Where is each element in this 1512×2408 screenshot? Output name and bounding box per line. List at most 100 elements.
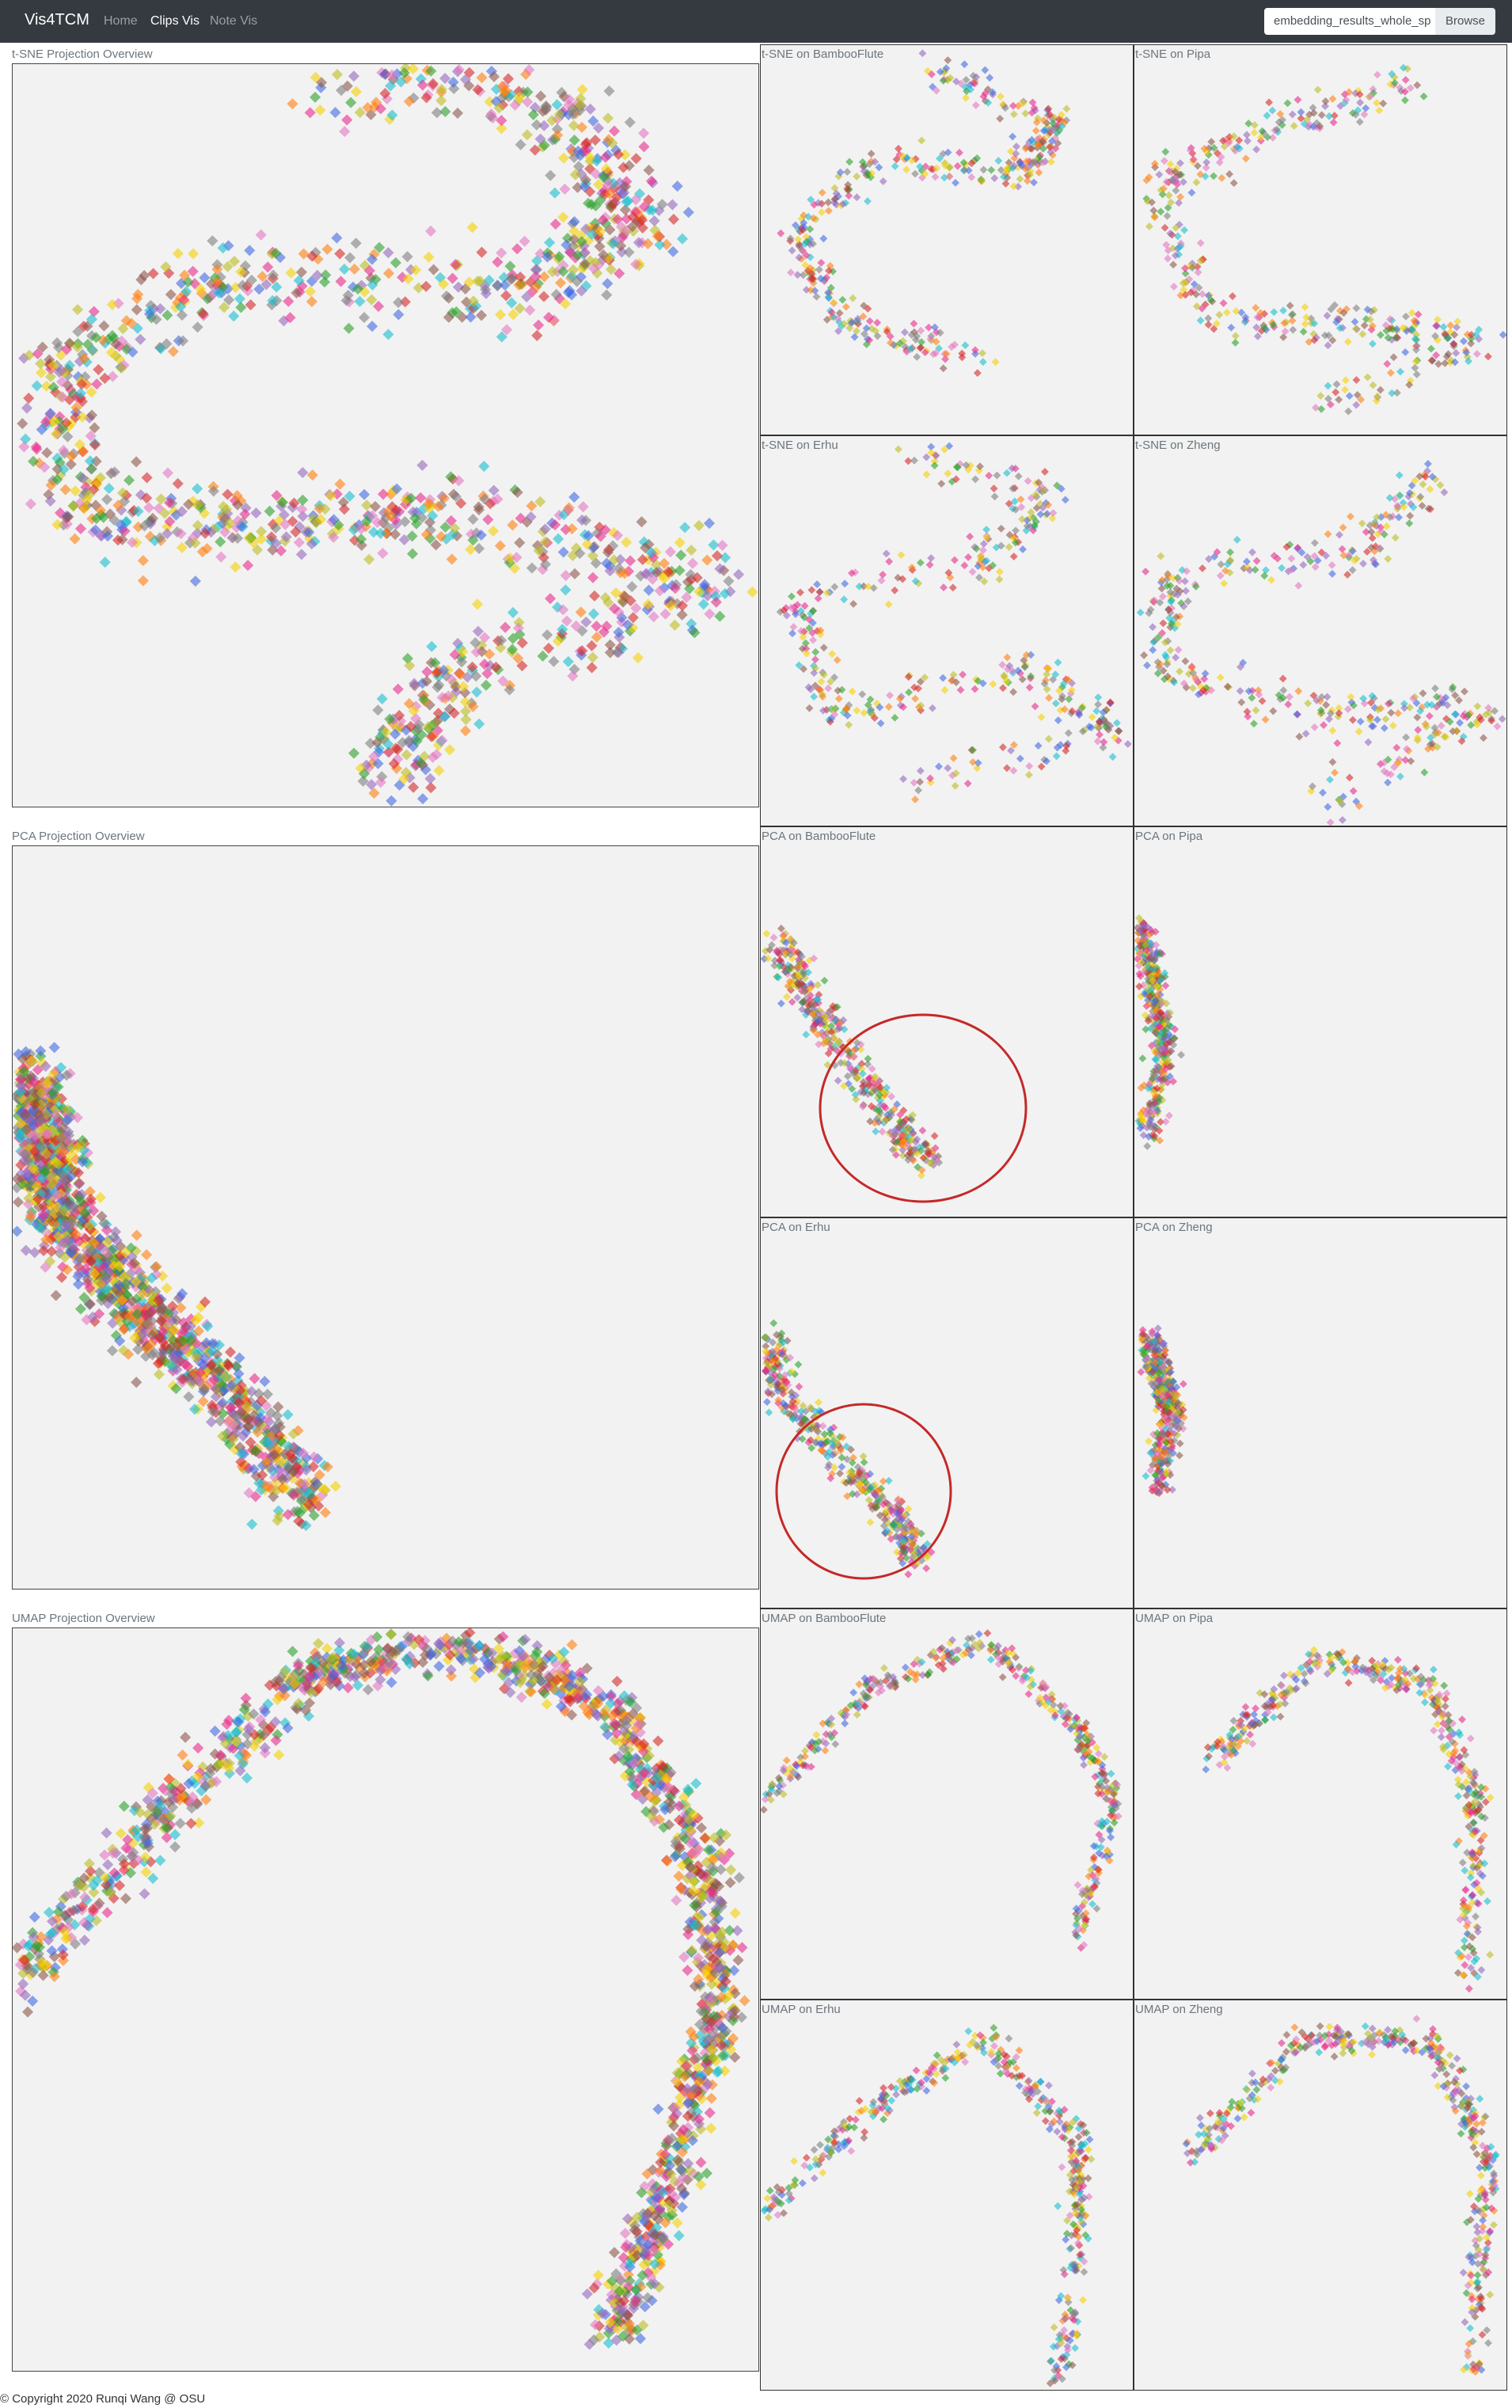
point — [1384, 700, 1392, 708]
point — [1453, 317, 1462, 326]
nav-link[interactable]: Home — [104, 14, 138, 28]
point — [293, 1515, 305, 1527]
point — [530, 264, 541, 275]
point — [252, 544, 264, 556]
file-input[interactable]: embedding_results_whole_sp — [1264, 8, 1440, 35]
point — [788, 629, 796, 638]
point — [612, 214, 624, 226]
point — [1220, 579, 1229, 588]
point — [549, 518, 561, 531]
nav-link[interactable]: Clips Vis — [150, 14, 199, 28]
point — [466, 661, 478, 673]
point — [507, 632, 519, 644]
point — [1000, 173, 1008, 181]
point — [507, 309, 519, 321]
point — [386, 109, 398, 121]
point — [829, 298, 838, 307]
point — [1226, 548, 1234, 556]
scatter-plot — [761, 924, 1028, 1203]
point — [909, 1157, 917, 1164]
point — [105, 347, 117, 359]
point — [808, 629, 817, 637]
point — [1192, 178, 1201, 187]
point — [512, 622, 525, 634]
point — [135, 333, 146, 345]
point — [824, 198, 833, 207]
point — [1172, 653, 1180, 662]
point — [993, 471, 1001, 480]
point — [1427, 344, 1435, 353]
point — [354, 295, 366, 307]
brand[interactable]: Vis4TCM — [25, 11, 89, 28]
point — [567, 108, 579, 120]
point — [420, 280, 432, 292]
point — [973, 764, 982, 773]
point — [1034, 742, 1043, 750]
point — [202, 1320, 214, 1332]
nav-link[interactable]: Note Vis — [210, 14, 258, 28]
point — [1093, 737, 1102, 746]
point — [1192, 675, 1201, 684]
point — [669, 619, 681, 631]
point — [845, 192, 853, 200]
point — [591, 631, 602, 643]
point — [382, 739, 394, 750]
point — [853, 327, 860, 336]
point — [1457, 737, 1466, 746]
point — [1461, 687, 1468, 696]
point — [242, 560, 254, 572]
point — [63, 511, 74, 522]
point — [369, 500, 382, 512]
point — [153, 503, 165, 515]
point — [1166, 588, 1175, 597]
point — [1423, 701, 1431, 709]
point — [548, 655, 560, 667]
point — [127, 346, 139, 358]
point — [564, 93, 576, 105]
point — [279, 518, 291, 530]
point — [575, 93, 587, 104]
point — [344, 252, 356, 264]
point — [939, 150, 948, 158]
point — [1348, 547, 1357, 556]
point — [1479, 734, 1487, 743]
point — [1325, 715, 1333, 724]
point — [828, 650, 837, 659]
browse-button[interactable]: Browse — [1435, 8, 1495, 35]
point — [293, 275, 305, 287]
point — [503, 684, 515, 696]
point — [471, 686, 483, 698]
point — [1324, 803, 1332, 811]
point — [552, 129, 564, 141]
point — [1175, 199, 1183, 207]
point — [549, 187, 560, 199]
point — [401, 749, 412, 761]
point — [626, 580, 638, 593]
point — [143, 308, 156, 320]
point — [867, 150, 876, 158]
point — [531, 329, 543, 341]
point — [1440, 488, 1449, 496]
point — [1258, 697, 1267, 705]
point — [1421, 473, 1430, 481]
point — [460, 705, 472, 717]
point — [789, 623, 798, 631]
point — [408, 678, 420, 689]
point — [211, 275, 223, 288]
point — [1252, 556, 1261, 565]
point — [1025, 762, 1034, 770]
point — [1453, 727, 1461, 735]
point — [921, 1141, 930, 1149]
point — [1044, 735, 1053, 743]
point — [161, 310, 173, 321]
point — [354, 107, 366, 119]
point — [1161, 223, 1169, 232]
point — [362, 101, 374, 113]
point — [1487, 716, 1496, 725]
point — [523, 64, 535, 76]
point — [1078, 727, 1087, 735]
point — [256, 1469, 268, 1481]
point — [608, 125, 621, 137]
point — [496, 634, 507, 647]
instrument-plot — [760, 826, 1134, 1217]
